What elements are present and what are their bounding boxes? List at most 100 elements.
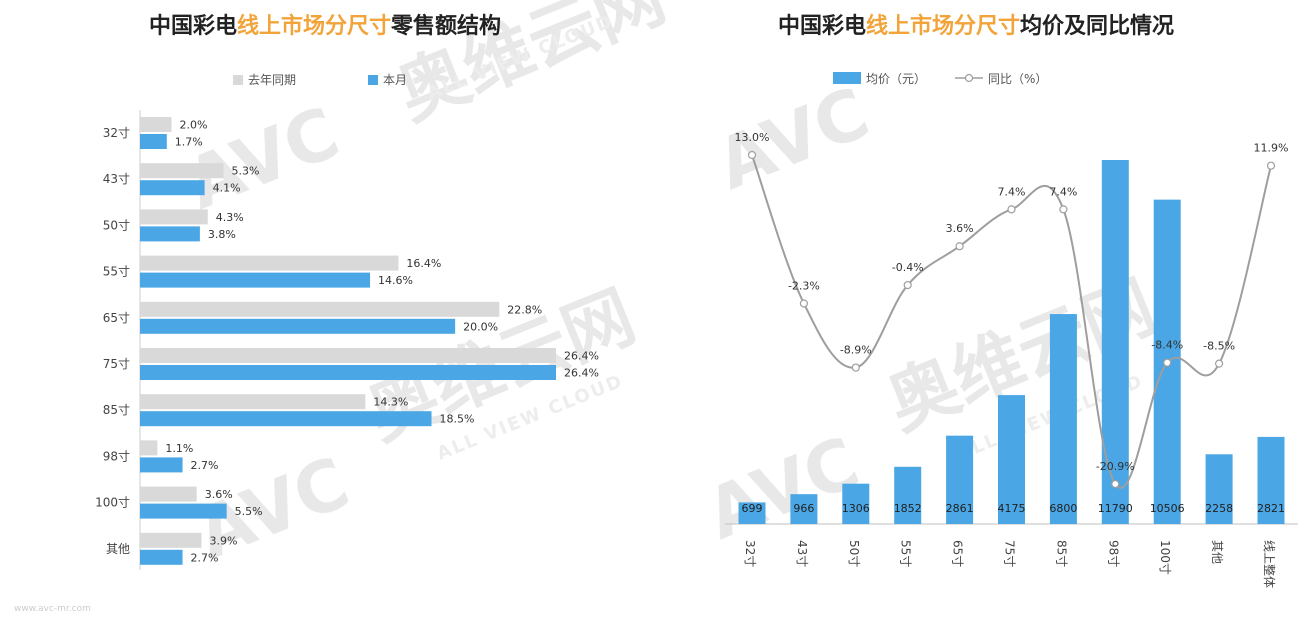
right-yoy-label: -20.9% bbox=[1096, 460, 1135, 473]
left-category-label: 98寸 bbox=[103, 449, 130, 463]
left-bar-value-label: 2.7% bbox=[191, 459, 219, 472]
right-yoy-label: 11.9% bbox=[1254, 142, 1289, 155]
right-yoy-point bbox=[903, 280, 912, 290]
left-bar-prev bbox=[140, 394, 366, 410]
left-category-label: 32寸 bbox=[103, 126, 130, 140]
left-bar-prev bbox=[140, 209, 208, 225]
left-chart-bars: 32寸 2.0% 1.7% 43寸 5.3% 4.1% 50寸 4.3% 3.8% 55寸 16.4… bbox=[95, 110, 599, 570]
right-price-bar bbox=[738, 502, 766, 524]
right-yoy-label: 7.4% bbox=[998, 185, 1026, 198]
left-title-part-3: 零售额结构 bbox=[390, 13, 501, 39]
left-category-label: 75寸 bbox=[103, 357, 130, 371]
right-yoy-label: -2.3% bbox=[788, 279, 820, 292]
left-chart: 中国彩电线上市场分尺寸零售额结构 去年同期 本月 32寸 2.0% 1.7% 43寸 5.… bbox=[95, 13, 599, 570]
left-bar-curr bbox=[140, 134, 167, 149]
right-yoy-label: -8.5% bbox=[1203, 340, 1235, 353]
left-category-label: 50寸 bbox=[103, 218, 130, 232]
right-yoy-label: -0.4% bbox=[892, 261, 924, 274]
right-category-label: 线上整体 bbox=[1262, 540, 1277, 588]
right-category-label: 50寸 bbox=[847, 540, 861, 567]
right-category-label: 85寸 bbox=[1054, 540, 1068, 567]
right-yoy-point bbox=[747, 150, 757, 160]
left-bar-curr bbox=[140, 272, 371, 288]
left-bar-value-label: 5.5% bbox=[235, 505, 263, 518]
left-bar-curr bbox=[140, 503, 227, 519]
left-bar-value-label: 22.8% bbox=[507, 303, 542, 316]
left-category-label: 85寸 bbox=[103, 403, 130, 417]
left-bar-value-label: 20.0% bbox=[463, 320, 498, 333]
left-bar-value-label: 5.3% bbox=[232, 165, 260, 178]
footer-url: www.avc-mr.com bbox=[14, 604, 91, 614]
left-bar-prev bbox=[140, 486, 197, 502]
right-yoy-point bbox=[955, 242, 964, 251]
left-bar-prev bbox=[140, 255, 399, 271]
right-price-bar bbox=[1101, 160, 1129, 524]
right-legend-line-marker bbox=[964, 73, 974, 83]
left-title-part-2: 线上市场分尺寸 bbox=[237, 13, 391, 39]
left-bar-value-label: 14.3% bbox=[373, 396, 408, 409]
right-yoy-point bbox=[1163, 358, 1172, 367]
left-bar-prev bbox=[140, 532, 202, 548]
left-bar-curr bbox=[140, 457, 183, 473]
right-yoy-point bbox=[1111, 479, 1120, 489]
left-legend-label-1: 本月 bbox=[383, 73, 407, 87]
right-price-bar bbox=[946, 435, 974, 524]
left-bar-prev bbox=[140, 301, 500, 317]
right-price-bar-value: 10506 bbox=[1150, 502, 1185, 515]
left-bar-value-label: 1.1% bbox=[165, 442, 193, 455]
right-yoy-label: 7.4% bbox=[1049, 185, 1077, 198]
left-legend-swatch-1 bbox=[368, 75, 378, 85]
right-legend-bar-label: 均价（元） bbox=[866, 72, 926, 86]
right-title-part-1: 中国彩电 bbox=[778, 14, 866, 39]
right-price-bar-value: 1306 bbox=[842, 502, 870, 515]
right-category-label: 98寸 bbox=[1106, 540, 1120, 567]
left-bar-value-label: 3.8% bbox=[208, 228, 236, 241]
right-price-bar-value: 4175 bbox=[998, 502, 1026, 515]
watermark-brand-left-top: AVC bbox=[176, 92, 350, 226]
right-category-label: 32寸 bbox=[743, 540, 757, 567]
left-category-label: 65寸 bbox=[103, 311, 130, 325]
left-bar-value-label: 2.0% bbox=[180, 119, 208, 132]
left-bar-prev bbox=[140, 117, 172, 132]
left-bar-prev bbox=[140, 440, 158, 456]
left-bar-value-label: 26.4% bbox=[564, 350, 599, 363]
right-yoy-label: -8.4% bbox=[1151, 339, 1183, 352]
right-yoy-label: -8.9% bbox=[840, 344, 872, 357]
right-yoy-point bbox=[799, 299, 809, 308]
right-price-bar-value: 699 bbox=[742, 502, 763, 515]
right-yoy-label: 13.0% bbox=[735, 131, 770, 144]
left-legend-label-0: 去年同期 bbox=[248, 73, 296, 87]
right-category-label: 其他 bbox=[1210, 540, 1224, 564]
right-chart-line: 13.0% -2.3% -8.9% -0.4% 3.6% 7.4% 7.4% -20.9% -8… bbox=[735, 131, 1289, 489]
left-bar-value-label: 16.4% bbox=[406, 257, 441, 270]
right-legend-bar-swatch bbox=[833, 72, 861, 84]
right-chart: 中国彩电线上市场分尺寸均价及同比情况 均价（元） 同比（%） 699 32寸 966 4… bbox=[725, 13, 1298, 588]
right-price-bar bbox=[1257, 436, 1285, 524]
left-bar-value-label: 18.5% bbox=[440, 413, 475, 426]
right-yoy-point bbox=[1214, 359, 1224, 368]
right-legend-line-label: 同比（%） bbox=[988, 72, 1047, 86]
left-bar-value-label: 26.4% bbox=[564, 367, 599, 380]
right-category-label: 75寸 bbox=[1003, 540, 1017, 567]
left-title-part-1: 中国彩电 bbox=[149, 14, 237, 39]
left-bar-curr bbox=[140, 226, 200, 242]
left-bar-value-label: 1.7% bbox=[175, 136, 203, 149]
left-bar-prev bbox=[140, 163, 224, 179]
left-category-label: 43寸 bbox=[103, 172, 130, 186]
left-bar-value-label: 2.7% bbox=[191, 551, 219, 564]
left-bar-curr bbox=[140, 549, 183, 565]
right-yoy-point bbox=[1007, 205, 1016, 214]
right-yoy-point bbox=[1059, 205, 1068, 214]
right-title-part-3: 均价及同比情况 bbox=[1020, 13, 1174, 39]
right-price-bar-value: 11790 bbox=[1098, 502, 1133, 515]
right-category-label: 100寸 bbox=[1158, 540, 1172, 575]
watermark-brand-right-top: AVC bbox=[706, 72, 880, 206]
right-category-label: 65寸 bbox=[951, 540, 965, 567]
left-bar-value-label: 4.3% bbox=[216, 211, 244, 224]
left-bar-value-label: 4.1% bbox=[213, 182, 241, 195]
right-price-bar bbox=[842, 483, 870, 524]
right-chart-title: 中国彩电线上市场分尺寸均价及同比情况 bbox=[778, 13, 1174, 39]
right-yoy-point bbox=[1266, 161, 1276, 170]
right-price-bar bbox=[998, 395, 1025, 524]
